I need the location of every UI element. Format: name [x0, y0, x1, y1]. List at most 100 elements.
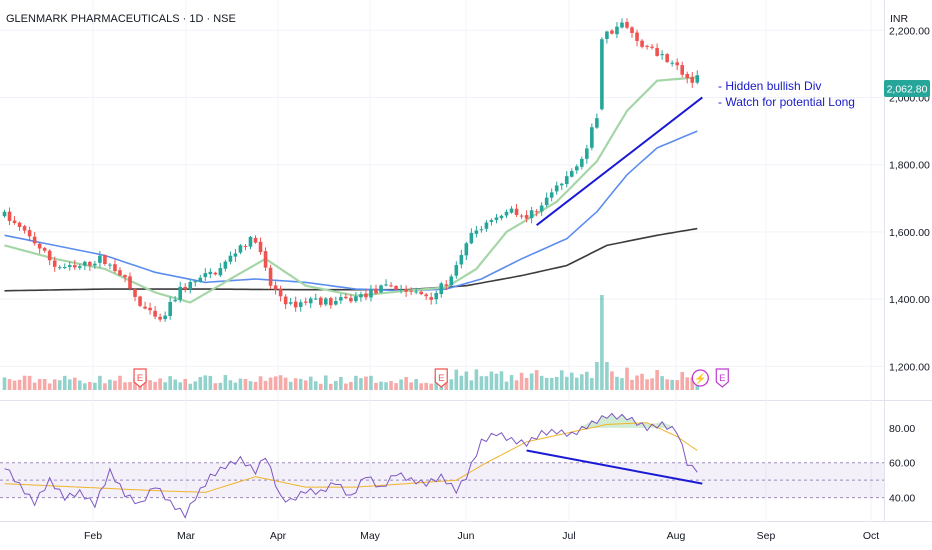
- volume-bar: [630, 379, 634, 390]
- candle-body: [344, 296, 348, 299]
- candle-body: [489, 220, 494, 222]
- candle-body: [188, 281, 193, 290]
- candle-body: [449, 276, 454, 286]
- candle-body: [37, 243, 42, 249]
- time-tick-label: Aug: [667, 530, 686, 542]
- volume-bar: [389, 381, 393, 390]
- volume-bar: [198, 377, 203, 390]
- volume-bar: [605, 362, 609, 390]
- volume-bar: [173, 379, 177, 390]
- candle-body: [57, 267, 62, 269]
- volume-bar: [364, 376, 368, 390]
- volume-bar: [665, 379, 669, 390]
- candle-body: [278, 288, 283, 297]
- earnings-marker[interactable]: E: [715, 368, 729, 388]
- candle-body: [32, 236, 37, 244]
- candle-body: [47, 250, 52, 261]
- volume-bar: [359, 378, 363, 390]
- volume-bar: [655, 370, 659, 390]
- volume-bar: [12, 380, 17, 390]
- candle-body: [374, 288, 378, 294]
- candle-body: [42, 248, 47, 251]
- candle-body: [670, 62, 674, 64]
- volume-bar: [524, 377, 529, 390]
- price-candles: [2, 18, 700, 322]
- volume-bar: [158, 378, 162, 390]
- candle-body: [313, 298, 318, 300]
- volume-bar: [83, 383, 87, 390]
- candle-body: [600, 39, 604, 110]
- candle-body: [118, 270, 122, 276]
- time-tick-label: Jun: [458, 530, 475, 542]
- candle-body: [323, 298, 328, 305]
- volume-bar: [223, 375, 228, 390]
- dividend-flash-marker[interactable]: ⚡: [691, 369, 709, 387]
- candle-body: [359, 294, 363, 298]
- candle-body: [635, 32, 639, 41]
- volume-bar: [479, 376, 484, 390]
- price-tick-label: 2,200.00: [889, 25, 930, 37]
- volume-bar: [218, 382, 223, 390]
- earnings-marker[interactable]: E: [133, 368, 147, 388]
- time-tick-label: Apr: [270, 530, 287, 542]
- volume-bar: [303, 380, 308, 390]
- candle-body: [27, 230, 32, 237]
- volume-bar: [98, 375, 102, 390]
- volume-bar: [32, 382, 37, 390]
- annotation-line-2[interactable]: - Watch for potential Long: [718, 95, 855, 109]
- volume-bar: [660, 376, 664, 390]
- volume-bar: [509, 375, 514, 390]
- svg-text:E: E: [438, 373, 444, 384]
- annotation-line-1[interactable]: - Hidden bullish Div: [718, 79, 821, 93]
- candle-body: [605, 31, 609, 39]
- volume-bar: [600, 295, 604, 390]
- earnings-marker[interactable]: E: [434, 368, 448, 388]
- volume-bar: [57, 380, 62, 390]
- trend-drawings[interactable]: [526, 96, 703, 485]
- candle-body: [379, 285, 383, 293]
- volume-bar: [168, 376, 172, 390]
- volume-bar: [178, 382, 183, 390]
- volume-bar: [263, 380, 268, 390]
- candle-body: [138, 296, 142, 306]
- volume-bar: [414, 379, 418, 390]
- candle-body: [133, 289, 137, 297]
- candle-body: [509, 208, 514, 213]
- candle-body: [7, 211, 12, 221]
- slow-ma-line: [4, 227, 698, 292]
- volume-bar: [580, 374, 584, 390]
- candle-body: [128, 276, 132, 289]
- candle-body: [193, 281, 198, 283]
- event-markers[interactable]: E E E ⚡: [133, 368, 729, 388]
- candle-body: [529, 210, 534, 219]
- volume-bar: [645, 379, 649, 390]
- rsi-ma-line: [4, 422, 698, 493]
- candle-body: [484, 222, 489, 229]
- volume-bar: [429, 383, 434, 390]
- candle-body: [288, 302, 293, 304]
- volume-bar: [2, 377, 7, 390]
- volume-bar: [459, 375, 464, 390]
- volume-bar: [123, 382, 127, 390]
- candle-body: [369, 289, 373, 298]
- candle-body: [630, 27, 634, 33]
- rsi-lines: [4, 412, 698, 519]
- candle-body: [98, 255, 102, 263]
- candle-body: [364, 293, 368, 298]
- rsi-band: [0, 462, 884, 499]
- candle-body: [72, 265, 77, 268]
- rsi-tick-label: 60.00: [889, 458, 915, 470]
- volume-bar: [640, 373, 644, 390]
- time-tick-label: Jul: [562, 530, 575, 542]
- volume-bar: [42, 378, 47, 390]
- candle-body: [233, 253, 238, 257]
- price-tick-label: 1,600.00: [889, 227, 930, 239]
- price-trendline[interactable]: [536, 96, 703, 227]
- candle-body: [173, 299, 177, 302]
- volume-bar: [650, 378, 654, 390]
- candle-body: [680, 65, 685, 75]
- candle-body: [303, 301, 308, 303]
- rsi-divergence-line[interactable]: [526, 449, 703, 485]
- candle-body: [354, 296, 358, 302]
